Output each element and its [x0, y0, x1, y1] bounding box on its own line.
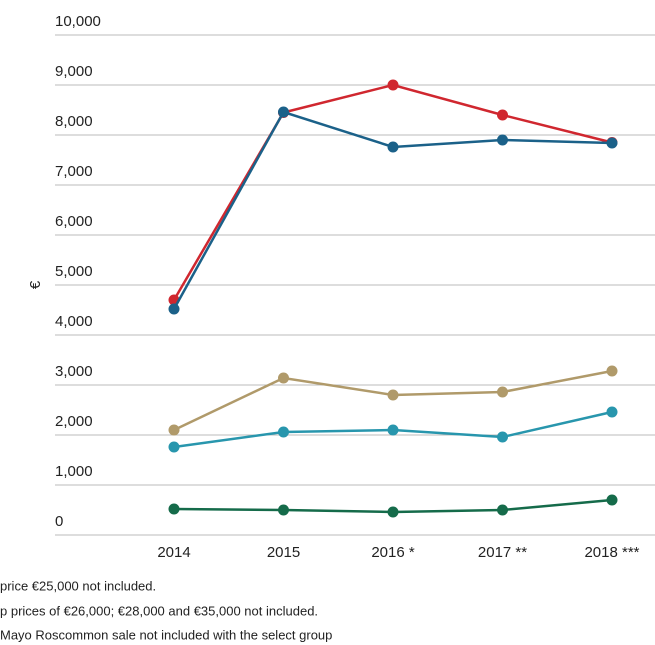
y-tick-label: 10,000 [55, 13, 101, 30]
data-point [497, 134, 508, 146]
data-point [497, 386, 508, 398]
y-tick-label: 9,000 [55, 63, 93, 80]
data-point [387, 506, 399, 518]
y-tick-label: 8,000 [55, 113, 93, 130]
data-point [168, 503, 180, 515]
y-axis-label: € [27, 280, 44, 289]
data-point [497, 109, 508, 121]
footnote: Mayo Roscommon sale not included with th… [0, 627, 332, 642]
data-point [278, 426, 289, 438]
data-point [387, 141, 399, 153]
y-tick-label: 6,000 [55, 213, 93, 230]
x-tick-label: 2018 *** [584, 544, 639, 561]
data-point [387, 389, 399, 401]
x-tick-label: 2016 * [371, 544, 415, 561]
data-point [168, 424, 180, 436]
y-tick-label: 0 [55, 513, 63, 530]
data-point [168, 441, 180, 453]
y-tick-label: 7,000 [55, 163, 93, 180]
data-point [497, 431, 508, 443]
data-point [168, 303, 180, 315]
x-tick-label: 2017 ** [478, 544, 527, 561]
data-point [606, 494, 618, 506]
data-point [606, 137, 618, 149]
data-point [278, 372, 289, 384]
data-point [606, 406, 618, 418]
data-point [278, 504, 289, 516]
y-tick-label: 1,000 [55, 463, 93, 480]
y-tick-label: 4,000 [55, 313, 93, 330]
data-point [387, 79, 399, 91]
footnote: price €25,000 not included. [0, 578, 156, 593]
x-tick-label: 2014 [157, 544, 190, 561]
data-point [497, 504, 508, 516]
y-tick-label: 2,000 [55, 413, 93, 430]
x-tick-label: 2015 [267, 544, 300, 561]
y-tick-label: 3,000 [55, 363, 93, 380]
footnote: p prices of €26,000; €28,000 and €35,000… [0, 603, 318, 618]
data-point [387, 424, 399, 436]
data-point [606, 365, 618, 377]
y-tick-label: 5,000 [55, 263, 93, 280]
data-point [278, 106, 289, 118]
